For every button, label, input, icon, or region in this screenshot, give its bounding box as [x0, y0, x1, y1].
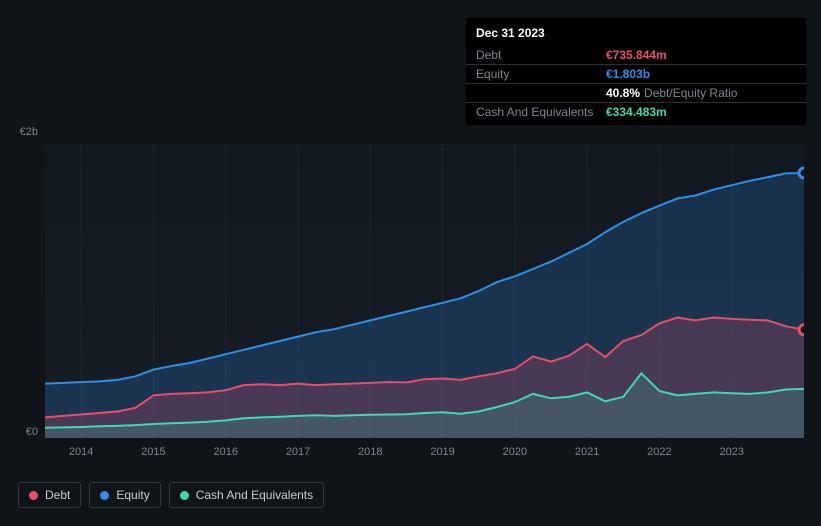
y-axis-label: €2b: [8, 126, 38, 138]
tooltip-value-debt: €735.844m: [606, 48, 667, 62]
legend-swatch-debt: [29, 491, 38, 500]
chart-tooltip: Dec 31 2023 Debt €735.844m Equity €1.803…: [466, 18, 806, 125]
legend-swatch-equity: [100, 491, 109, 500]
x-axis-tick: 2018: [358, 446, 382, 458]
legend-label: Debt: [45, 488, 70, 502]
legend-item-cash[interactable]: Cash And Equivalents: [169, 482, 324, 508]
tooltip-value-ratio-pct: 40.8%: [606, 86, 640, 100]
tooltip-row-debt: Debt €735.844m: [466, 46, 806, 65]
tooltip-label: Equity: [476, 67, 606, 81]
tooltip-value-ratio-label: Debt/Equity Ratio: [644, 86, 737, 100]
tooltip-date: Dec 31 2023: [466, 22, 806, 46]
legend-swatch-cash: [180, 491, 189, 500]
tooltip-label: Debt: [476, 48, 606, 62]
legend-label: Cash And Equivalents: [196, 488, 313, 502]
tooltip-value-cash: €334.483m: [606, 105, 667, 119]
x-axis-tick: 2017: [286, 446, 310, 458]
x-axis-tick: 2020: [503, 446, 527, 458]
x-axis-tick: 2022: [647, 446, 671, 458]
x-axis: 2014 2015 2016 2017 2018 2019 2020 2021 2022 2023: [45, 446, 809, 462]
tooltip-label: Cash And Equivalents: [476, 105, 606, 119]
x-axis-tick: 2023: [719, 446, 743, 458]
legend-label: Equity: [116, 488, 149, 502]
y-axis-label: €0: [8, 426, 38, 438]
financials-area-chart: Dec 31 2023 Debt €735.844m Equity €1.803…: [0, 0, 821, 526]
tooltip-value-equity: €1.803b: [606, 67, 650, 81]
legend: Debt Equity Cash And Equivalents: [18, 482, 324, 508]
chart-svg: [45, 144, 804, 438]
tooltip-row-equity: Equity €1.803b: [466, 65, 806, 84]
legend-item-equity[interactable]: Equity: [89, 482, 160, 508]
legend-item-debt[interactable]: Debt: [18, 482, 81, 508]
x-axis-tick: 2014: [69, 446, 93, 458]
tooltip-row-cash: Cash And Equivalents €334.483m: [466, 103, 806, 121]
tooltip-row-ratio: 40.8% Debt/Equity Ratio: [466, 84, 806, 103]
plot-area[interactable]: [45, 144, 804, 438]
x-axis-tick: 2015: [141, 446, 165, 458]
tooltip-label: [476, 86, 606, 100]
x-axis-tick: 2021: [575, 446, 599, 458]
x-axis-tick: 2016: [213, 446, 237, 458]
x-axis-tick: 2019: [430, 446, 454, 458]
